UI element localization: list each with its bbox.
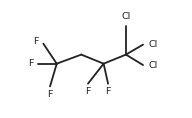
Text: F: F	[105, 87, 111, 96]
Text: F: F	[85, 87, 91, 96]
Text: F: F	[34, 37, 39, 46]
Text: Cl: Cl	[149, 61, 158, 70]
Text: Cl: Cl	[121, 12, 131, 21]
Text: F: F	[47, 90, 53, 99]
Text: F: F	[28, 59, 34, 68]
Text: Cl: Cl	[149, 40, 158, 49]
